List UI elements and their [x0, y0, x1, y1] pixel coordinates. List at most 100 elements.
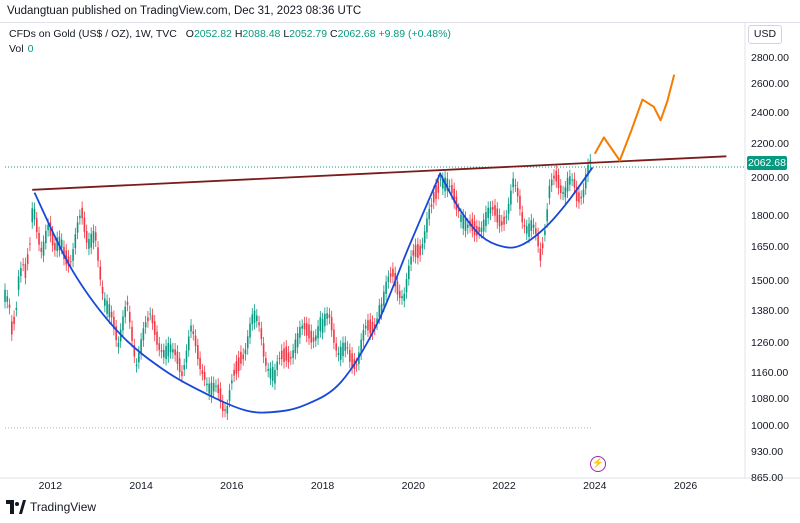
candle-body: [453, 188, 455, 203]
candle-body: [423, 231, 426, 243]
candle-body: [31, 208, 34, 223]
candle-body: [559, 185, 562, 194]
candle-body: [178, 358, 181, 373]
price-tick-label: 2600.00: [751, 78, 789, 91]
candle-body: [419, 245, 421, 256]
high-value: 2088.48: [242, 28, 281, 40]
candle-body: [106, 300, 108, 314]
candle-body: [26, 254, 29, 264]
candle-body: [537, 233, 539, 247]
candle-body: [478, 227, 480, 233]
candle-body: [67, 256, 70, 267]
candle-body: [33, 208, 36, 220]
candle-body: [101, 286, 104, 294]
candle-body: [85, 231, 88, 243]
currency-button[interactable]: USD: [748, 25, 782, 44]
candle-body: [115, 326, 117, 341]
candle-body: [553, 175, 555, 179]
candle-body: [383, 291, 385, 306]
candle-body: [385, 281, 387, 294]
candle-body: [147, 317, 149, 322]
candle-body: [11, 321, 13, 335]
candle-body: [428, 208, 431, 220]
lightning-bolt-icon[interactable]: ⚡: [590, 456, 606, 472]
time-tick-label: 2022: [492, 480, 516, 492]
candle-body: [339, 346, 342, 360]
candle-body: [457, 209, 460, 212]
candle-body: [108, 304, 111, 318]
candle-body: [278, 357, 281, 359]
candle-body: [546, 209, 548, 222]
candle-body: [514, 185, 517, 187]
candle-body: [231, 380, 233, 384]
price-tick-label: 865.00: [751, 472, 784, 484]
candle-body: [54, 243, 56, 251]
legend-volume-row: Vol 0: [9, 42, 451, 57]
candle-body: [38, 232, 40, 245]
candle-body: [290, 357, 292, 359]
candle-body: [199, 357, 201, 370]
price-tick-label: 1000.00: [751, 420, 789, 433]
candle-body: [126, 302, 129, 305]
price-tick-label: 1160.00: [751, 366, 789, 379]
candle-body: [285, 346, 288, 361]
candle-body: [314, 335, 317, 341]
candle-body: [167, 343, 170, 357]
candle-body: [532, 224, 535, 228]
candle-body: [496, 208, 499, 223]
candle-body: [491, 206, 494, 210]
candle-body: [104, 298, 106, 306]
symbol-name[interactable]: CFDs on Gold (US$ / OZ), 1W, TVC: [9, 28, 177, 40]
candle-body: [224, 409, 226, 411]
candle-body: [176, 351, 179, 364]
candle-body: [326, 313, 328, 319]
candle-body: [210, 382, 213, 397]
candle-body: [15, 307, 18, 310]
candle-body: [233, 369, 235, 376]
open-value: 2052.82: [193, 28, 232, 40]
candle-body: [260, 328, 263, 339]
price-axis[interactable]: 2800.00 2600.00 2400.00 2200.00 2000.00 1800.…: [745, 22, 800, 484]
candle-body: [362, 330, 365, 341]
candle-body: [544, 230, 546, 235]
time-tick-label: 2014: [129, 480, 153, 492]
candle-body: [246, 336, 249, 349]
candle-body: [287, 352, 290, 363]
candle-body: [92, 230, 95, 243]
candle-body: [160, 350, 163, 352]
cup-curve-small: [439, 166, 594, 249]
candle-body: [22, 264, 24, 266]
candle-body: [151, 315, 154, 324]
candle-body: [165, 345, 167, 360]
candle-body: [292, 350, 294, 358]
time-tick-label: 2024: [583, 480, 607, 492]
candle-body: [503, 216, 505, 225]
candle-body: [303, 323, 306, 330]
candle-body: [212, 382, 215, 392]
candle-body: [276, 361, 279, 370]
candle-body: [448, 185, 451, 187]
candle-body: [17, 276, 20, 290]
time-tick-label: 2020: [401, 480, 426, 492]
candle-body: [271, 366, 274, 381]
candle-body: [376, 318, 378, 324]
candle-body: [389, 273, 392, 277]
candle-body: [333, 329, 335, 343]
candle-body: [35, 218, 38, 233]
candle-body: [69, 261, 72, 263]
candle-body: [555, 170, 558, 182]
volume-label[interactable]: Vol: [9, 43, 24, 55]
tradingview-logo-icon: [6, 500, 26, 514]
candle-body: [81, 207, 83, 219]
candle-body: [580, 196, 583, 199]
candle-body: [373, 324, 376, 329]
candle-body: [190, 325, 192, 332]
footer-brand[interactable]: TradingView: [6, 500, 96, 514]
resistance-trendline: [32, 155, 727, 191]
candle-body: [342, 342, 344, 357]
candle-body: [49, 222, 52, 236]
candle-body: [169, 344, 172, 353]
candle-body: [265, 358, 267, 366]
candle-body: [131, 326, 133, 341]
